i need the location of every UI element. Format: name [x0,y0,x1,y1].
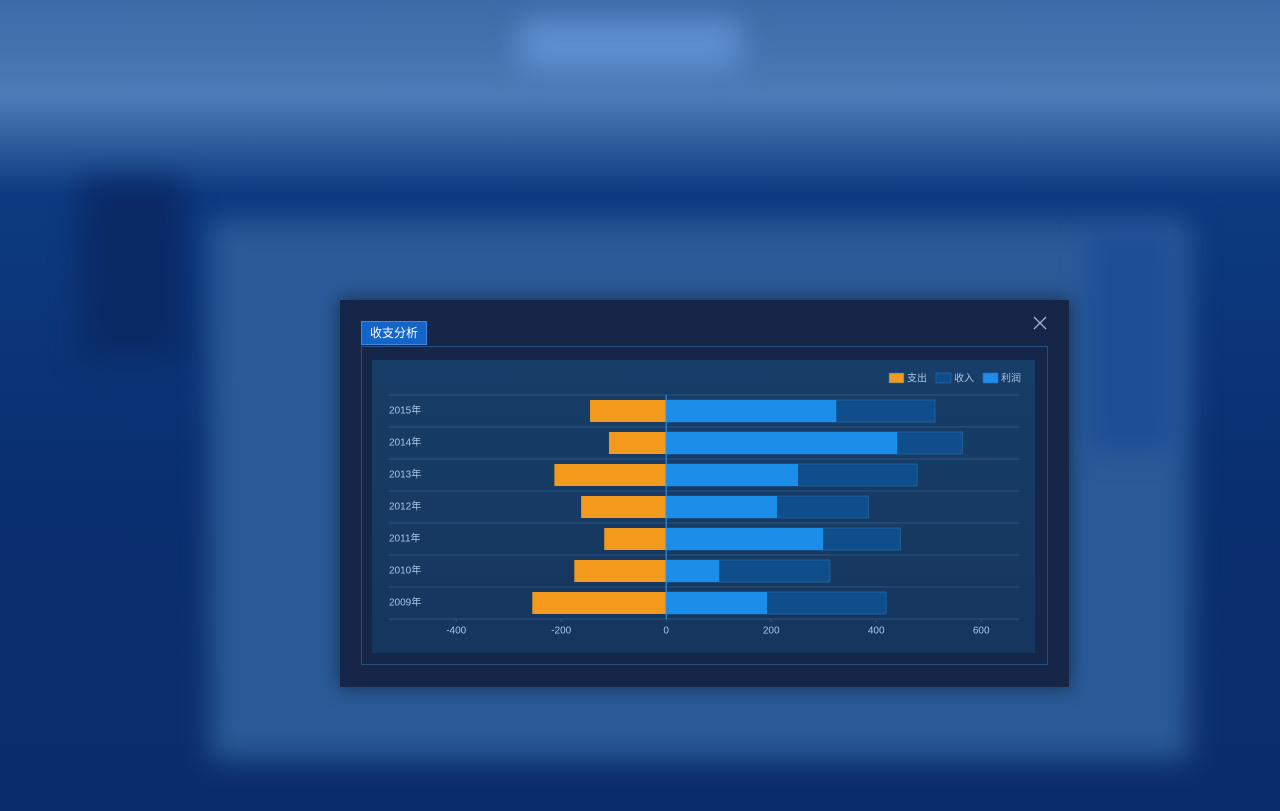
legend-label: 利润 [1001,372,1021,385]
y-tick-label: 2009年 [389,596,421,609]
x-tick-label: 600 [973,626,990,637]
bar [554,464,667,486]
legend-swatch [935,372,952,384]
bar [581,496,667,518]
x-tick-label: -200 [551,626,571,637]
x-tick-label: 0 [663,626,669,637]
bar [666,528,824,550]
panel [361,346,1048,665]
legend-label: 支出 [907,372,927,385]
bg-blob [80,180,185,360]
bar [532,592,667,614]
y-tick-label: 2012年 [389,500,421,513]
bar [608,432,667,454]
bar [666,592,767,614]
legend-label: 收入 [954,372,974,385]
bar [666,432,898,454]
bg-blob [520,20,740,70]
x-tick-label: -400 [446,626,466,637]
close-button[interactable] [1033,316,1047,330]
y-tick-label: 2011年 [389,532,421,545]
bar [590,400,667,422]
x-tick-label: 400 [868,626,885,637]
bar [666,560,720,582]
bar [666,496,777,518]
y-tick-label: 2010年 [389,564,421,577]
bg-blob [1090,230,1170,450]
legend-swatch [888,372,905,384]
y-tick-label: 2013年 [389,468,421,481]
bar [574,560,667,582]
bar [604,528,667,550]
legend-swatch [982,372,999,384]
bar [666,464,798,486]
x-tick-label: 200 [763,626,780,637]
tab[interactable]: 收支分析 [361,321,427,345]
y-tick-label: 2014年 [389,436,421,449]
bar [666,400,837,422]
y-tick-label: 2015年 [389,404,421,417]
